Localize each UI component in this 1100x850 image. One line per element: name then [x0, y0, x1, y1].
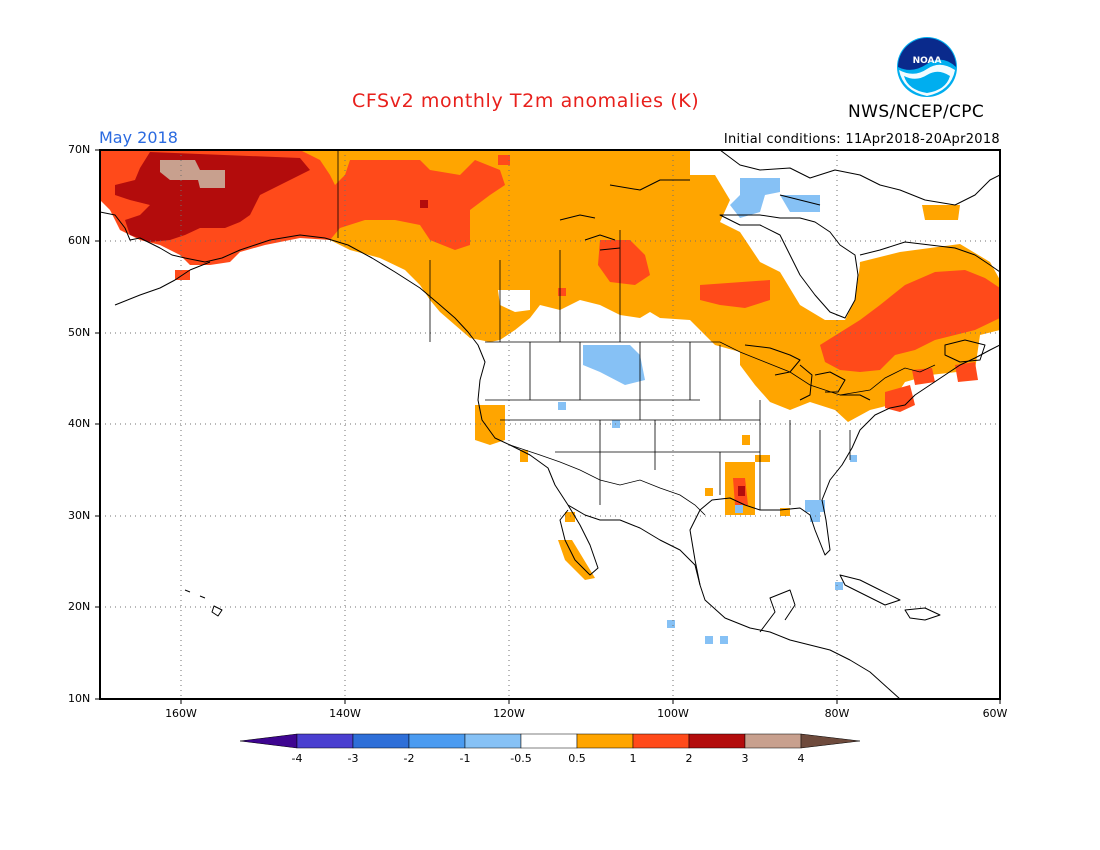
- forecast-month: May 2018: [99, 128, 178, 147]
- colorbar-swatch: [688, 733, 746, 749]
- lat-label: 70N: [68, 143, 91, 156]
- colorbar: [239, 733, 861, 749]
- colorbar-swatch: [520, 733, 578, 749]
- colorbar-swatch: [576, 733, 634, 749]
- colorbar-label: -0.5: [510, 752, 532, 765]
- anomaly-region-warm-tan: [160, 160, 225, 188]
- map-title: CFSv2 monthly T2m anomalies (K): [352, 90, 700, 112]
- colorbar-arrow-right: [800, 733, 861, 749]
- lon-label: 80W: [824, 707, 850, 720]
- colorbar-label: -1: [459, 752, 471, 765]
- anomaly-field: [100, 150, 1000, 699]
- lon-label: 100W: [657, 707, 689, 720]
- lat-label: 30N: [68, 509, 91, 522]
- lat-label: 50N: [68, 326, 91, 339]
- colorbar-swatch: [744, 733, 802, 749]
- colorbar-arrow-left: [239, 733, 298, 749]
- graticule: [100, 150, 1000, 699]
- colorbar-swatch: [296, 733, 354, 749]
- lon-label: 120W: [493, 707, 525, 720]
- colorbar-label: 3: [741, 752, 749, 765]
- lon-label: 140W: [329, 707, 361, 720]
- colorbar-swatch: [408, 733, 466, 749]
- political-borders: [337, 150, 936, 516]
- lat-label: 10N: [68, 692, 91, 705]
- colorbar-label: -3: [347, 752, 359, 765]
- colorbar-label: 4: [797, 752, 805, 765]
- colorbar-label: 1: [629, 752, 637, 765]
- colorbar-label: -2: [403, 752, 415, 765]
- lon-label: 60W: [982, 707, 1008, 720]
- noaa-logo: NOAA: [897, 37, 957, 97]
- anomaly-region-cool-blue: [583, 345, 645, 385]
- logo-text: NOAA: [913, 56, 942, 66]
- lon-label: 160W: [165, 707, 197, 720]
- colorbar-swatch: [352, 733, 410, 749]
- colorbar-label: -4: [291, 752, 303, 765]
- agency-label: NWS/NCEP/CPC: [848, 102, 985, 122]
- colorbar-swatch: [464, 733, 522, 749]
- colorbar-label: 0.5: [568, 752, 586, 765]
- lat-label: 40N: [68, 417, 91, 430]
- lat-label: 20N: [68, 600, 91, 613]
- lat-label: 60N: [68, 234, 91, 247]
- initial-conditions: Initial conditions: 11Apr2018-20Apr2018: [723, 132, 1000, 147]
- colorbar-swatch: [632, 733, 690, 749]
- colorbar-label: 2: [685, 752, 693, 765]
- coastlines: [100, 150, 1000, 699]
